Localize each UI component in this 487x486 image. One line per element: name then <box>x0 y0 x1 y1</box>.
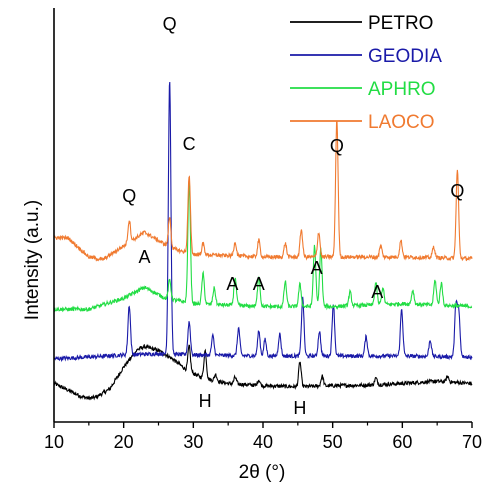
peak-annotation-q: Q <box>163 14 177 34</box>
peak-annotation-a: A <box>371 282 383 302</box>
legend-label-laoco: LAOCO <box>368 112 435 133</box>
series-layer <box>53 81 473 401</box>
x-tick-label: 40 <box>253 432 273 452</box>
y-axis-title: Intensity (a.u.) <box>22 200 43 320</box>
legend: PETRO GEODIA APHRO LAOCO <box>290 13 442 133</box>
peak-annotation-a: A <box>139 247 151 267</box>
peak-annotation-h: H <box>293 398 306 418</box>
x-tick-label: 70 <box>462 432 482 452</box>
series-line-petro <box>53 343 473 401</box>
x-axis-title: 2θ (°) <box>239 462 286 483</box>
series-line-aphro <box>53 181 473 313</box>
x-tick-label: 30 <box>183 432 203 452</box>
x-tick-label: 50 <box>323 432 343 452</box>
peak-annotation-a: A <box>226 274 238 294</box>
legend-label-petro: PETRO <box>368 13 433 34</box>
peak-annotation-h: H <box>199 391 212 411</box>
legend-label-aphro: APHRO <box>368 79 436 100</box>
x-tick-label: 20 <box>114 432 134 452</box>
peak-annotation-q: Q <box>450 181 464 201</box>
x-tick-label: 10 <box>44 432 64 452</box>
peak-annotation-q: Q <box>330 136 344 156</box>
series-line-geodia <box>53 81 473 363</box>
peak-annotation-q: Q <box>122 186 136 206</box>
legend-label-geodia: GEODIA <box>368 46 442 67</box>
axes-layer: 10 20 30 40 50 60 70 <box>44 8 482 452</box>
peak-annotation-c: C <box>183 134 196 154</box>
peak-annotation-a: A <box>311 258 323 278</box>
series-line-laoco <box>53 120 473 262</box>
x-tick-label: 60 <box>392 432 412 452</box>
peak-annotation-a: A <box>253 274 265 294</box>
